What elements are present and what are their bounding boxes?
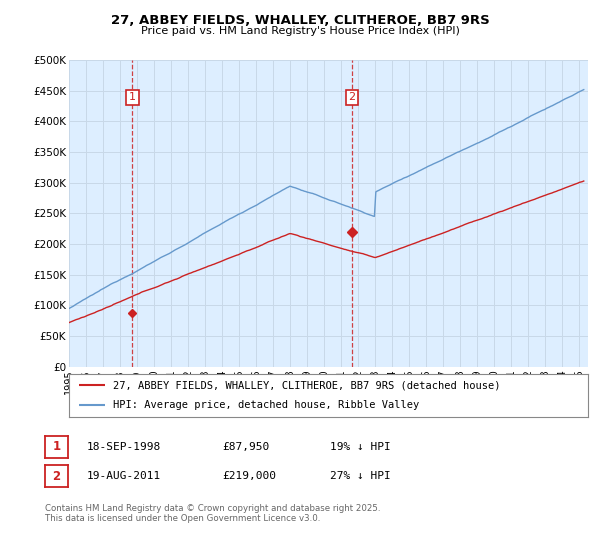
Text: 18-SEP-1998: 18-SEP-1998 [87, 442, 161, 452]
Text: Price paid vs. HM Land Registry's House Price Index (HPI): Price paid vs. HM Land Registry's House … [140, 26, 460, 36]
Text: 2: 2 [52, 469, 61, 483]
Text: 19-AUG-2011: 19-AUG-2011 [87, 471, 161, 481]
Text: £87,950: £87,950 [222, 442, 269, 452]
Text: 27, ABBEY FIELDS, WHALLEY, CLITHEROE, BB7 9RS (detached house): 27, ABBEY FIELDS, WHALLEY, CLITHEROE, BB… [113, 380, 500, 390]
Text: £219,000: £219,000 [222, 471, 276, 481]
Text: 27% ↓ HPI: 27% ↓ HPI [330, 471, 391, 481]
Text: 27, ABBEY FIELDS, WHALLEY, CLITHEROE, BB7 9RS: 27, ABBEY FIELDS, WHALLEY, CLITHEROE, BB… [110, 14, 490, 27]
Text: HPI: Average price, detached house, Ribble Valley: HPI: Average price, detached house, Ribb… [113, 400, 419, 410]
Text: 1: 1 [129, 92, 136, 102]
Text: 1: 1 [52, 440, 61, 454]
Text: 2: 2 [349, 92, 356, 102]
Text: Contains HM Land Registry data © Crown copyright and database right 2025.
This d: Contains HM Land Registry data © Crown c… [45, 504, 380, 524]
Text: 19% ↓ HPI: 19% ↓ HPI [330, 442, 391, 452]
